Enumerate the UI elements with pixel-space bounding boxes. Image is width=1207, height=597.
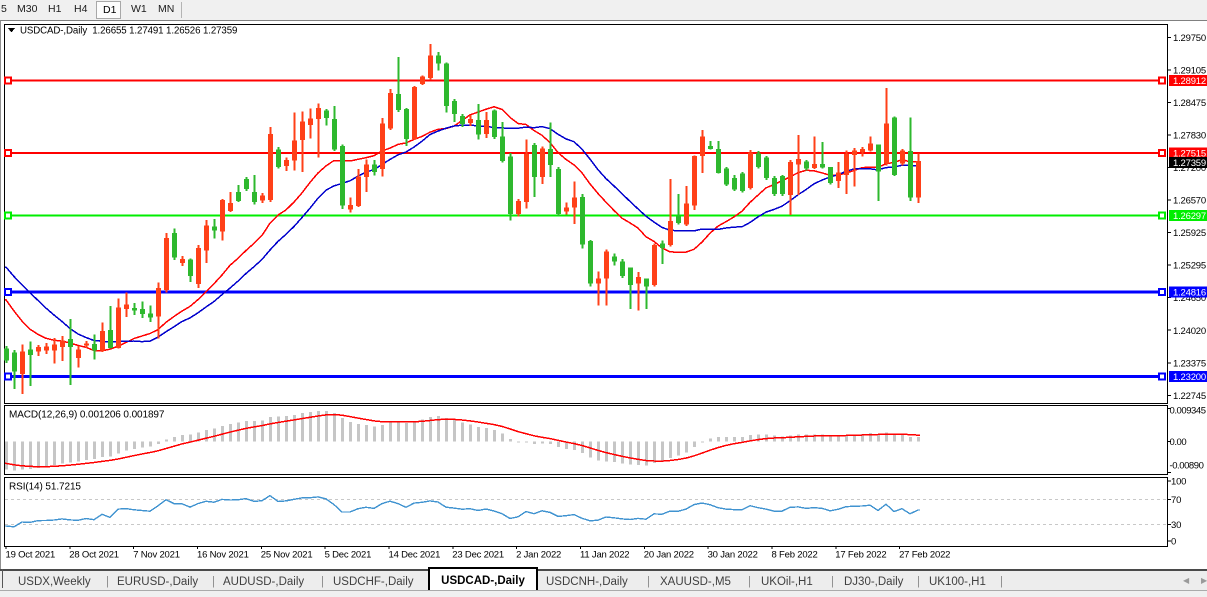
svg-text:2 Jan 2022: 2 Jan 2022 — [516, 550, 561, 561]
svg-text:1.28475: 1.28475 — [1173, 98, 1206, 109]
svg-text:5 Dec 2021: 5 Dec 2021 — [325, 550, 372, 561]
svg-text:70: 70 — [1171, 495, 1181, 506]
svg-text:1.23375: 1.23375 — [1173, 358, 1206, 369]
svg-text:USDCAD-,Daily 1.26655 1.27491: USDCAD-,Daily 1.26655 1.27491 1.26526 1.… — [20, 26, 237, 37]
svg-text:-0.00890: -0.00890 — [1170, 461, 1204, 472]
svg-text:20 Jan 2022: 20 Jan 2022 — [644, 550, 694, 561]
svg-text:27 Feb 2022: 27 Feb 2022 — [899, 550, 950, 561]
svg-text:1.29105: 1.29105 — [1173, 65, 1206, 76]
svg-text:17 Feb 2022: 17 Feb 2022 — [835, 550, 886, 561]
svg-text:8 Feb 2022: 8 Feb 2022 — [772, 550, 818, 561]
svg-text:11 Jan 2022: 11 Jan 2022 — [580, 550, 629, 561]
svg-text:1.27359: 1.27359 — [1173, 158, 1206, 169]
svg-text:1.24020: 1.24020 — [1173, 326, 1206, 337]
svg-text:1.26297: 1.26297 — [1173, 211, 1206, 222]
svg-text:14 Dec 2021: 14 Dec 2021 — [389, 550, 441, 561]
svg-text:1.27200: 1.27200 — [1173, 163, 1206, 174]
svg-text:30 Jan 2022: 30 Jan 2022 — [708, 550, 758, 561]
svg-text:19 Oct 2021: 19 Oct 2021 — [6, 550, 56, 561]
svg-text:23 Dec 2021: 23 Dec 2021 — [452, 550, 504, 561]
svg-text:30: 30 — [1171, 520, 1181, 531]
svg-text:1.28912: 1.28912 — [1173, 76, 1206, 87]
svg-text:1.25925: 1.25925 — [1173, 228, 1206, 239]
svg-text:1.23200: 1.23200 — [1173, 372, 1206, 383]
svg-text:1.25295: 1.25295 — [1173, 261, 1206, 272]
svg-text:0: 0 — [1171, 537, 1176, 548]
svg-text:1.22745: 1.22745 — [1173, 391, 1206, 402]
svg-text:0.00: 0.00 — [1170, 437, 1187, 448]
svg-text:28 Oct 2021: 28 Oct 2021 — [69, 550, 119, 561]
svg-text:MACD(12,26,9) 0.001206 0.00189: MACD(12,26,9) 0.001206 0.001897 — [9, 410, 165, 421]
svg-text:1.26570: 1.26570 — [1173, 196, 1206, 207]
svg-text:100: 100 — [1171, 477, 1186, 488]
svg-text:1.27830: 1.27830 — [1173, 130, 1206, 141]
svg-text:1.29750: 1.29750 — [1173, 33, 1206, 44]
svg-text:7 Nov 2021: 7 Nov 2021 — [133, 550, 180, 561]
svg-text:16 Nov 2021: 16 Nov 2021 — [197, 550, 249, 561]
svg-text:1.24816: 1.24816 — [1173, 288, 1206, 299]
svg-text:1.27515: 1.27515 — [1173, 148, 1206, 159]
svg-text:1.24650: 1.24650 — [1173, 293, 1206, 304]
svg-text:RSI(14) 51.7215: RSI(14) 51.7215 — [9, 482, 81, 493]
svg-text:25 Nov 2021: 25 Nov 2021 — [261, 550, 313, 561]
svg-text:0.009345: 0.009345 — [1170, 406, 1206, 417]
